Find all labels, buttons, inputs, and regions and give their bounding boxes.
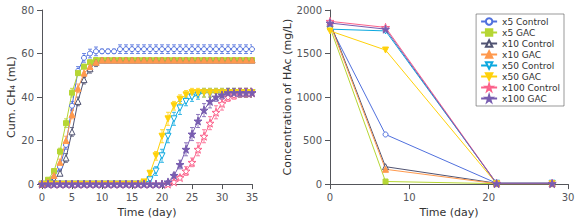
svg-text:20: 20 xyxy=(21,135,34,146)
svg-text:60: 60 xyxy=(21,48,34,59)
svg-text:0: 0 xyxy=(39,192,45,203)
svg-text:x50 Control: x50 Control xyxy=(502,61,554,71)
svg-text:Time (day): Time (day) xyxy=(116,206,176,219)
svg-text:80: 80 xyxy=(21,5,34,16)
svg-text:Cum. CH₄ (mL): Cum. CH₄ (mL) xyxy=(5,56,18,138)
svg-text:x50 GAC: x50 GAC xyxy=(502,72,541,82)
svg-text:20: 20 xyxy=(482,192,495,203)
svg-text:500: 500 xyxy=(303,135,322,146)
svg-text:35: 35 xyxy=(246,192,259,203)
svg-text:10: 10 xyxy=(96,192,109,203)
svg-text:40: 40 xyxy=(21,92,34,103)
svg-text:x10 GAC: x10 GAC xyxy=(502,50,541,60)
svg-text:x5 Control: x5 Control xyxy=(502,17,548,27)
svg-text:30: 30 xyxy=(562,192,575,203)
svg-text:x10 Control: x10 Control xyxy=(502,39,554,49)
svg-text:Time (day): Time (day) xyxy=(418,206,478,219)
svg-text:0: 0 xyxy=(316,179,322,190)
svg-text:0: 0 xyxy=(28,179,34,190)
svg-text:Concentration of HAc (mg/L): Concentration of HAc (mg/L) xyxy=(281,19,294,176)
svg-text:x100 Control: x100 Control xyxy=(502,83,560,93)
svg-text:x5 GAC: x5 GAC xyxy=(502,28,535,38)
svg-text:15: 15 xyxy=(126,192,139,203)
svg-text:5: 5 xyxy=(69,192,75,203)
svg-text:1000: 1000 xyxy=(297,92,322,103)
svg-text:1500: 1500 xyxy=(297,48,322,59)
svg-text:x100 GAC: x100 GAC xyxy=(502,94,547,104)
svg-text:20: 20 xyxy=(156,192,169,203)
svg-text:2000: 2000 xyxy=(297,5,322,16)
svg-text:30: 30 xyxy=(216,192,229,203)
svg-text:0: 0 xyxy=(327,192,333,203)
svg-text:10: 10 xyxy=(403,192,416,203)
svg-text:25: 25 xyxy=(186,192,199,203)
